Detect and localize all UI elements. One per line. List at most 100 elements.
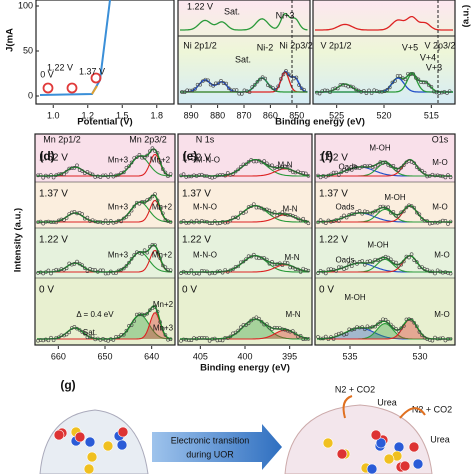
data-point bbox=[148, 197, 152, 201]
data-point bbox=[352, 164, 357, 168]
data-point bbox=[163, 265, 168, 269]
data-point bbox=[298, 218, 303, 223]
data-point bbox=[236, 328, 240, 333]
data-point bbox=[398, 74, 403, 78]
data-point bbox=[43, 220, 48, 224]
data-point bbox=[233, 330, 238, 335]
data-point bbox=[318, 175, 323, 180]
data-point bbox=[378, 319, 383, 324]
data-point bbox=[244, 209, 248, 214]
data-point bbox=[373, 164, 378, 169]
data-point bbox=[285, 261, 290, 265]
panel-tag: (f) bbox=[321, 149, 333, 163]
data-point bbox=[298, 270, 303, 274]
data-point bbox=[306, 221, 311, 226]
data-point bbox=[347, 327, 352, 332]
data-point bbox=[323, 221, 328, 225]
atom bbox=[84, 436, 96, 448]
data-point bbox=[344, 215, 349, 220]
peak-label: Oads bbox=[335, 256, 354, 265]
data-point bbox=[64, 266, 69, 271]
data-point bbox=[437, 91, 442, 95]
data-point bbox=[414, 210, 419, 215]
data-point bbox=[326, 267, 331, 272]
peak-label: V 2p3/2 bbox=[424, 40, 455, 50]
data-point bbox=[80, 169, 84, 173]
data-point bbox=[198, 83, 202, 87]
data-point bbox=[258, 77, 262, 82]
data-point bbox=[401, 324, 406, 328]
data-point bbox=[189, 338, 194, 342]
data-point bbox=[201, 79, 205, 83]
panel-tag: (d) bbox=[39, 149, 54, 163]
panel-band bbox=[35, 228, 175, 278]
panel-frame bbox=[177, 133, 313, 346]
data-point bbox=[433, 220, 437, 225]
plot-bg bbox=[35, 0, 175, 105]
data-point bbox=[111, 271, 116, 275]
data-point bbox=[127, 260, 131, 265]
data-point bbox=[293, 215, 298, 219]
data-point bbox=[200, 336, 204, 340]
voltage-label: 1.37 V bbox=[319, 189, 348, 200]
marker bbox=[66, 82, 78, 94]
data-point bbox=[101, 173, 105, 178]
data-point bbox=[303, 219, 308, 224]
data-point bbox=[85, 269, 90, 273]
data-point bbox=[417, 212, 422, 217]
data-point bbox=[259, 256, 264, 260]
panel-tag: (e) bbox=[183, 149, 198, 163]
data-point bbox=[150, 194, 155, 199]
data-point bbox=[218, 338, 222, 343]
data-point bbox=[362, 164, 367, 168]
data-point bbox=[185, 88, 189, 93]
data-point bbox=[268, 84, 273, 89]
x-tick-label: 395 bbox=[282, 351, 297, 361]
data-point bbox=[231, 172, 235, 176]
data-point bbox=[228, 334, 233, 339]
data-point bbox=[211, 83, 215, 88]
data-point bbox=[83, 331, 87, 336]
data-point bbox=[331, 337, 336, 341]
data-point bbox=[284, 69, 288, 73]
data-point bbox=[148, 244, 152, 249]
data-point bbox=[264, 161, 269, 166]
data-point bbox=[244, 257, 248, 262]
data-point bbox=[420, 265, 424, 269]
data-point bbox=[271, 86, 275, 90]
data-point bbox=[54, 220, 59, 225]
data-point bbox=[316, 173, 320, 178]
data-point bbox=[275, 326, 280, 330]
data-point bbox=[41, 175, 46, 180]
data-point bbox=[280, 263, 285, 267]
data-point bbox=[322, 88, 327, 93]
data-point bbox=[249, 204, 253, 209]
data-point bbox=[145, 153, 149, 158]
atom bbox=[366, 463, 378, 474]
data-point bbox=[339, 265, 344, 270]
data-point bbox=[114, 220, 118, 225]
data-point bbox=[370, 260, 375, 265]
data-point bbox=[416, 77, 421, 82]
peak-label: M-O bbox=[432, 202, 448, 211]
data-point bbox=[103, 173, 108, 178]
data-point bbox=[226, 270, 230, 274]
data-point bbox=[194, 218, 199, 223]
data-point bbox=[189, 268, 194, 273]
data-point bbox=[280, 327, 285, 332]
peak-label: Sat. bbox=[83, 328, 97, 337]
data-point bbox=[145, 311, 149, 316]
data-point bbox=[386, 255, 391, 260]
data-point bbox=[277, 212, 282, 216]
data-point bbox=[122, 332, 126, 337]
data-point bbox=[46, 338, 51, 343]
data-point bbox=[326, 337, 331, 341]
atom bbox=[375, 437, 387, 449]
data-point bbox=[365, 324, 370, 329]
data-point bbox=[135, 312, 139, 317]
product-label: N2 + CO2 bbox=[335, 384, 375, 394]
data-point bbox=[114, 173, 118, 178]
data-point bbox=[259, 319, 264, 324]
data-point bbox=[59, 333, 64, 338]
